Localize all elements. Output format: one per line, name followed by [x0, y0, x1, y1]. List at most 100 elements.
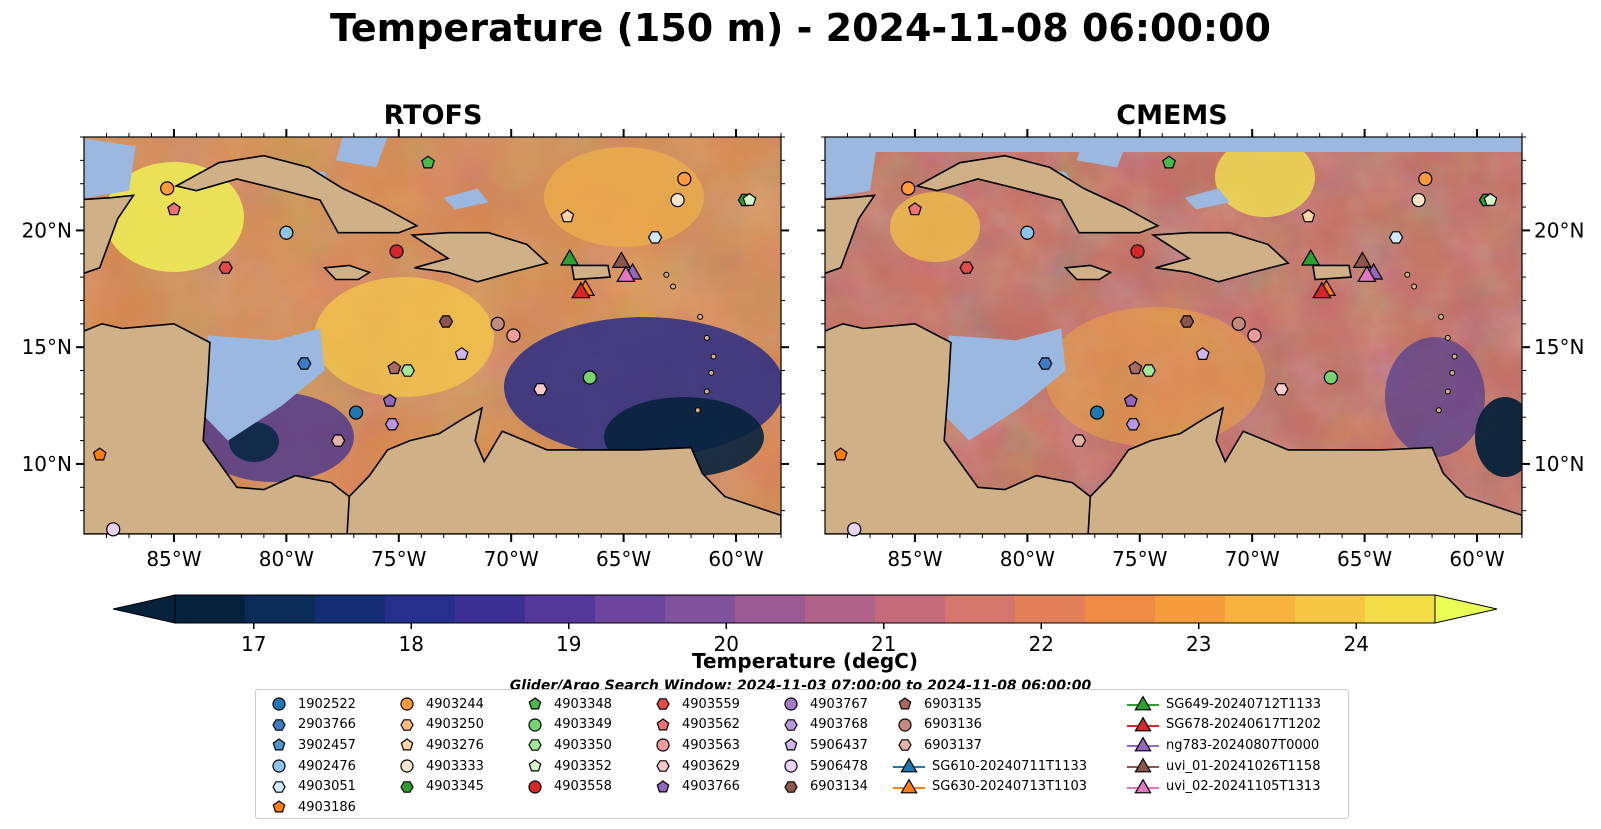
island	[694, 407, 701, 414]
legend-label: 6903134	[810, 779, 868, 795]
legend-item: 4903333	[394, 756, 484, 777]
legend-swatch	[528, 759, 542, 772]
legend-swatch	[400, 719, 414, 731]
legend-column: 4903767 4903768 5906437 5906478 6903134	[778, 694, 868, 797]
legend-item: 4903559	[650, 694, 740, 715]
lon-tick-label: 75°W	[1112, 547, 1167, 571]
legend-column: 4903348 4903349 4903350 4903352 4903558	[522, 694, 612, 797]
island	[1444, 334, 1451, 341]
lon-tick-label: 80°W	[1000, 547, 1055, 571]
island	[697, 313, 704, 320]
colorbar-bin	[315, 595, 386, 623]
float-marker	[1301, 209, 1316, 223]
legend-item: 4903276	[394, 735, 484, 756]
legend-label: 4903352	[554, 758, 612, 774]
legend-marker	[898, 718, 912, 732]
legend-item: 5906478	[778, 756, 868, 777]
legend-swatch	[400, 697, 414, 711]
float-marker	[959, 261, 974, 274]
float-marker	[1411, 192, 1426, 208]
float-marker	[92, 447, 107, 461]
land-cuba	[173, 154, 419, 234]
legend-label: 4903349	[554, 717, 612, 733]
warm-patch	[890, 192, 980, 262]
float-marker	[1128, 360, 1143, 375]
colorbar-bin	[455, 595, 526, 623]
colorbar-bin	[665, 595, 736, 623]
float-marker	[454, 346, 469, 360]
legend-marker	[656, 779, 670, 793]
float-marker	[1038, 357, 1053, 370]
legend-marker	[1134, 757, 1152, 773]
legend-item: 6903134	[778, 776, 868, 797]
legend-marker	[656, 698, 670, 711]
legend-marker	[272, 800, 286, 813]
legend-label: 4903766	[682, 779, 740, 795]
lat-tick-label: 15°N	[22, 335, 72, 359]
legend-item: 5906437	[778, 735, 868, 756]
legend-column: 4903559 4903562 4903563 4903629 4903766	[650, 694, 740, 797]
legend-swatch	[528, 780, 542, 794]
colorbar-bin	[245, 595, 316, 623]
legend-item: 4903629	[650, 756, 740, 777]
float-marker	[647, 231, 663, 244]
land-yuc	[84, 194, 136, 275]
legend: 1902522 2903766 3902457 4902476 4903051 49031…	[255, 689, 1349, 819]
legend-swatch	[1127, 778, 1159, 794]
warm-patch	[314, 277, 494, 397]
float-marker	[1141, 364, 1156, 377]
float-marker	[297, 357, 312, 370]
legend-label: uvi_02-20241105T1313	[1166, 779, 1321, 795]
colorbar-title: Temperature (degC)	[692, 649, 918, 673]
land-sam	[1087, 406, 1522, 534]
no-data-band	[870, 137, 1522, 152]
legend-item: SG630-20240713T1103	[892, 776, 1087, 797]
warm-patch	[104, 162, 244, 272]
map-panel-rtofs: 85°W 80°W 75°W 70°W 65°W 60°W 10°N 15°N 20°N	[22, 129, 789, 571]
legend-column: 4903244 4903250 4903276 4903333 4903345	[394, 694, 484, 797]
float-marker	[389, 244, 404, 259]
legend-marker	[400, 697, 414, 711]
float-marker	[1323, 370, 1338, 385]
legend-marker	[272, 697, 286, 711]
lon-tick-label: 70°W	[484, 547, 539, 571]
legend-swatch	[1127, 716, 1159, 732]
legend-item: 4903352	[522, 756, 612, 777]
legend-label: uvi_01-20241026T1158	[1166, 758, 1321, 774]
lat-tick-label: 10°N	[1534, 452, 1584, 476]
legend-label: 4903333	[426, 758, 484, 774]
colorbar-tick-label: 18	[399, 632, 424, 656]
legend-item: uvi_02-20241105T1313	[1126, 776, 1321, 797]
map-frame	[83, 136, 782, 535]
legend-swatch	[898, 718, 912, 732]
legend-label: 3902457	[298, 737, 356, 753]
colorbar: 17 18 19 20 21 22 23 24 Temperature (degC)	[112, 594, 1498, 673]
island	[1435, 407, 1442, 414]
legend-label: 4903767	[810, 696, 868, 712]
legend-swatch	[893, 757, 925, 773]
legend-swatch	[272, 800, 286, 813]
colorbar-tick-label: 19	[556, 632, 581, 656]
legend-marker	[898, 697, 912, 710]
lon-tick-label: 75°W	[371, 547, 426, 571]
legend-marker	[1134, 716, 1152, 732]
colorbar-bin	[805, 595, 876, 623]
legend-swatch	[656, 779, 670, 793]
legend-marker	[400, 780, 414, 793]
legend-item: 4902476	[266, 756, 356, 777]
cold-patch	[229, 422, 279, 462]
land-hisp	[1150, 231, 1290, 283]
float-marker	[1020, 225, 1035, 240]
legend-swatch	[784, 738, 798, 751]
island	[670, 283, 677, 290]
glider-marker	[571, 281, 591, 299]
lon-tick-label: 70°W	[1225, 547, 1280, 571]
legend-item: 6903137	[892, 735, 1087, 756]
float-marker	[1231, 316, 1246, 331]
legend-swatch	[784, 719, 798, 731]
map-panel-cmems: 85°W 80°W 75°W 70°W 65°W 60°W 10°N 15°N 20°N	[817, 129, 1584, 571]
legend-item: 4903051	[266, 776, 356, 797]
lon-tick-label: 65°W	[1337, 547, 1392, 571]
float-marker	[1125, 418, 1141, 431]
float-marker	[1130, 244, 1145, 259]
